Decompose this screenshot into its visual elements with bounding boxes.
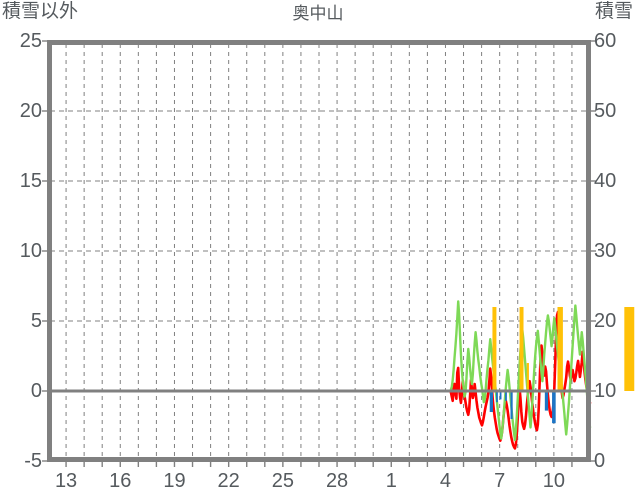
right-axis-title: 積雪 <box>594 1 633 22</box>
plot-frame <box>47 40 591 462</box>
tick-marks <box>42 40 596 467</box>
x-tick-label: 1 <box>385 470 397 492</box>
y-tick-label: 15 <box>19 170 42 192</box>
x-tick-label: 13 <box>54 470 78 492</box>
y-tick-label: 10 <box>19 240 42 262</box>
y-tick-label: 25 <box>19 30 42 52</box>
x-tick-label: 19 <box>163 470 186 492</box>
y-tick-label: 0 <box>30 380 42 402</box>
y2-tick-label: 20 <box>594 310 617 332</box>
y-tick-label: 20 <box>19 100 42 122</box>
y2-tick-label: 30 <box>594 240 617 262</box>
data-series-group <box>50 300 635 450</box>
y2-tick-label: 60 <box>594 30 617 52</box>
y2-tick-label: 40 <box>594 170 617 192</box>
x-tick-label: 25 <box>271 470 294 492</box>
x-tick-label: 10 <box>542 470 565 492</box>
x-tick-label: 7 <box>494 470 506 492</box>
page-title: 奥中山 <box>292 4 344 23</box>
x-tick-label: 4 <box>439 470 452 492</box>
x-tick-label: 22 <box>217 470 240 492</box>
y-tick-label: 5 <box>30 310 42 332</box>
y-tick-label: -5 <box>24 450 42 472</box>
y2-tick-label: 0 <box>594 450 606 472</box>
y2-tick-label: 50 <box>594 100 617 122</box>
x-tick-label: 16 <box>109 470 132 492</box>
gridlines <box>50 44 589 460</box>
left-axis-title: 積雪以外 <box>2 1 79 22</box>
y2-tick-label: 10 <box>594 380 617 402</box>
x-tick-label: 28 <box>325 470 349 492</box>
